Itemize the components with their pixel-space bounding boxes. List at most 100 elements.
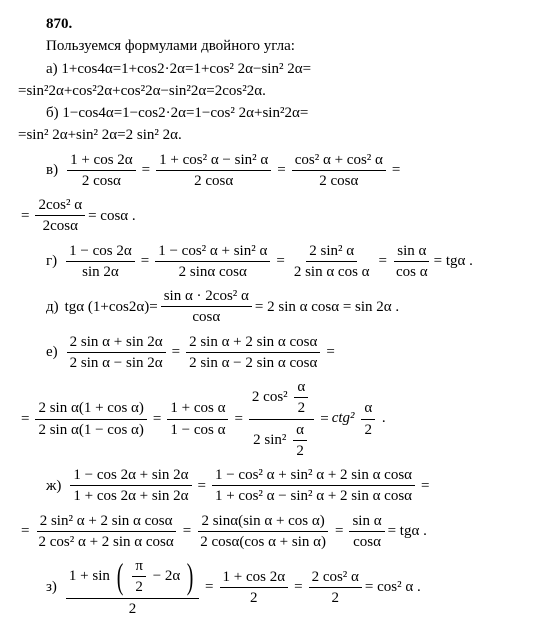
part-g-tail: = tgα . — [434, 251, 473, 271]
equals: = — [18, 409, 32, 429]
part-z-row: з) 1 + sin ( π 2 − 2α ) 2 = 1 + cos 2α 2… — [18, 556, 515, 619]
frac-den: cos α — [393, 262, 431, 282]
frac-den: 2 sin α(1 − cos α) — [35, 420, 146, 440]
part-g-frac3: 2 sin² α 2 sin α cos α — [291, 241, 373, 283]
frac-num: 1 + cos² α − sin² α — [156, 150, 271, 171]
frac-num: 2 sin α(1 + cos α) — [35, 398, 146, 419]
frac-den: 2 sinα cosα — [176, 262, 250, 282]
part-v-frac3: cos² α + cos² α 2 cosα — [292, 150, 386, 192]
part-b-line2: =sin² 2α+sin² 2α=2 sin² 2α. — [18, 125, 515, 145]
frac-den: 2 cosα(cos α + sin α) — [197, 532, 329, 552]
frac-num: π — [132, 556, 146, 577]
part-b-label: б) — [46, 105, 59, 121]
part-g-frac2: 1 − cos² α + sin² α 2 sinα cosα — [155, 241, 270, 283]
frac-den: 2 cosα — [316, 171, 361, 191]
alpha-over-2: α 2 — [294, 377, 308, 419]
frac-den: 2 sin α − 2 sin α cosα — [186, 353, 320, 373]
frac-den: 2 — [293, 441, 307, 461]
part-e-row1: е) 2 sin α + sin 2α 2 sin α − sin 2α = 2… — [18, 332, 515, 374]
frac-num: 2 sinα(sin α + cos α) — [198, 511, 327, 532]
frac-den: 2 sin α − sin 2α — [67, 353, 166, 373]
frac-num: 2cos² α — [35, 195, 85, 216]
equals: = — [323, 342, 337, 362]
frac-num: 1 − cos² α + sin² α — [155, 241, 270, 262]
part-d-tail: = 2 sin α cosα = sin 2α . — [255, 297, 399, 317]
frac-num: 2 cos² α 2 — [249, 377, 314, 420]
frac-den: cosα — [189, 307, 223, 327]
equals: = — [332, 521, 346, 541]
frac-num: 2 sin α + 2 sin α cosα — [186, 332, 320, 353]
part-v-frac2: 1 + cos² α − sin² α 2 cosα — [156, 150, 271, 192]
part-zh-frac4: 2 sinα(sin α + cos α) 2 cosα(cos α + sin… — [197, 511, 329, 553]
text: 2 sin² — [253, 432, 286, 448]
part-g-frac1: 1 − cos 2α sin 2α — [66, 241, 135, 283]
text: − 2α — [153, 568, 181, 584]
problem-number: 870. — [18, 14, 515, 34]
equals: = — [418, 476, 432, 496]
frac-num: sin α · 2cos² α — [161, 286, 252, 307]
part-e-frac1: 2 sin α + sin 2α 2 sin α − sin 2α — [67, 332, 166, 374]
frac-num: sin α — [394, 241, 429, 262]
part-z-frac2: 1 + cos 2α 2 — [220, 567, 289, 609]
text: 2 cos² — [252, 389, 288, 405]
part-d-lhs: tgα (1+cos2α)= — [65, 297, 158, 317]
frac-den: 2 cosα — [191, 171, 236, 191]
part-g-row: г) 1 − cos 2α sin 2α = 1 − cos² α + sin²… — [18, 241, 515, 283]
frac-den: 2 — [247, 588, 261, 608]
frac-den: sin 2α — [79, 262, 122, 282]
part-e-frac2: 2 sin α + 2 sin α cosα 2 sin α − 2 sin α… — [186, 332, 320, 374]
part-z-label: з) — [46, 577, 57, 597]
part-v-tail: = cosα . — [88, 206, 136, 226]
equals: = — [138, 251, 152, 271]
frac-num: 1 − cos 2α — [66, 241, 135, 262]
part-e-frac3: 2 sin α(1 + cos α) 2 sin α(1 − cos α) — [35, 398, 146, 440]
part-d-row: д) tgα (1+cos2α)= sin α · 2cos² α cosα =… — [18, 286, 515, 328]
part-zh-frac5: sin α cosα — [349, 511, 384, 553]
alpha-over-2: α 2 — [293, 420, 307, 462]
text: ctg² — [332, 410, 355, 426]
equals: = — [18, 521, 32, 541]
part-e-frac4: 1 + cos α 1 − cos α — [167, 398, 228, 440]
ctg-squared: ctg² α 2 . — [332, 398, 386, 440]
equals: = — [202, 577, 216, 597]
part-zh-row1: ж) 1 − cos 2α + sin 2α 1 + cos 2α + sin … — [18, 465, 515, 507]
part-b-line1: б) 1−cos4α=1−cos2·2α=1−cos² 2α+sin²2α= — [18, 103, 515, 123]
part-zh-row2: = 2 sin² α + 2 sin α cosα 2 cos² α + 2 s… — [18, 511, 515, 553]
part-a-line2: =sin²2α+cos²2α+cos²2α−sin²2α=2cos²2α. — [18, 81, 515, 101]
equals: = — [389, 160, 403, 180]
frac-num: 1 − cos 2α + sin 2α — [70, 465, 191, 486]
frac-num: 1 + cos 2α — [67, 150, 136, 171]
frac-num: 1 + sin ( π 2 − 2α ) — [66, 556, 199, 599]
part-zh-frac3: 2 sin² α + 2 sin α cosα 2 cos² α + 2 sin… — [35, 511, 176, 553]
frac-den: 2 sin² α 2 — [250, 420, 313, 462]
part-z-frac1: 1 + sin ( π 2 − 2α ) 2 — [66, 556, 199, 619]
part-v-frac4: 2cos² α 2cosα — [35, 195, 85, 237]
frac-den: 1 + cos 2α + sin 2α — [70, 486, 191, 506]
part-g-frac4: sin α cos α — [393, 241, 431, 283]
frac-den: 2 — [361, 420, 375, 440]
text: . — [382, 410, 386, 426]
part-v-label: в) — [46, 160, 58, 180]
frac-num: 1 − cos² α + sin² α + 2 sin α cosα — [212, 465, 415, 486]
frac-num: sin α — [349, 511, 384, 532]
frac-den: 1 − cos α — [167, 420, 228, 440]
frac-den: 2 — [126, 599, 140, 619]
part-d-label: д) — [46, 297, 59, 317]
frac-den: 1 + cos² α − sin² α + 2 sin α cosα — [212, 486, 415, 506]
equals: = — [273, 251, 287, 271]
intro-text: Пользуемся формулами двойного угла: — [18, 36, 515, 56]
equals: = — [317, 409, 331, 429]
equals: = — [139, 160, 153, 180]
part-g-label: г) — [46, 251, 57, 271]
part-e-label: е) — [46, 342, 58, 362]
part-zh-frac2: 1 − cos² α + sin² α + 2 sin α cosα 1 + c… — [212, 465, 415, 507]
part-b-expr1: 1−cos4α=1−cos2·2α=1−cos² 2α+sin²2α= — [62, 105, 308, 121]
part-a-line1: а) 1+cos4α=1+cos2·2α=1+cos² 2α−sin² 2α= — [18, 59, 515, 79]
part-v-row2: = 2cos² α 2cosα = cosα . — [18, 195, 515, 237]
frac-num: α — [294, 377, 308, 398]
frac-num: α — [361, 398, 375, 419]
part-z-frac3: 2 cos² α 2 — [309, 567, 362, 609]
equals: = — [150, 409, 164, 429]
part-zh-label: ж) — [46, 476, 61, 496]
part-zh-frac1: 1 − cos 2α + sin 2α 1 + cos 2α + sin 2α — [70, 465, 191, 507]
